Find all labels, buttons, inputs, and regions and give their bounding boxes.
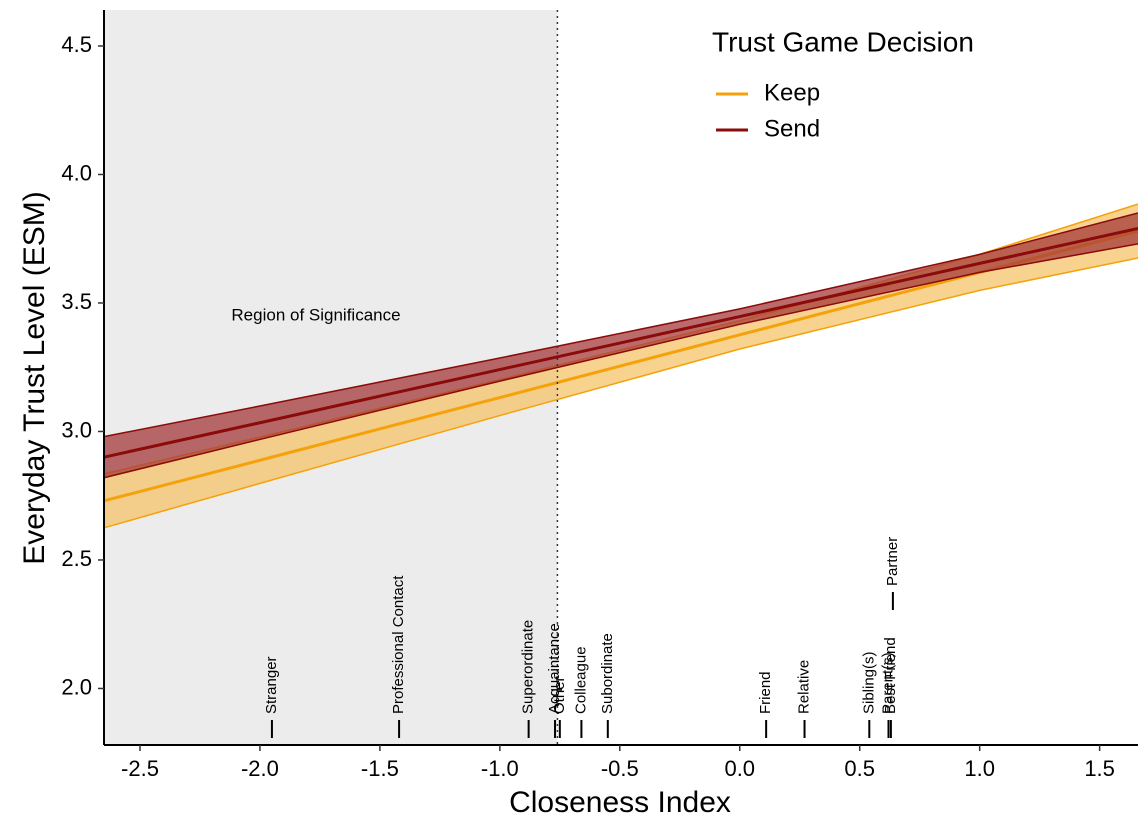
band-upper: [103, 212, 1138, 438]
y-tick-label: 3.5: [61, 289, 92, 314]
y-axis-title: Everyday Trust Level (ESM): [18, 191, 51, 564]
marker-label: Best Friend: [882, 637, 899, 714]
x-tick-label: 0.5: [844, 756, 875, 781]
x-axis-title: Closeness Index: [509, 786, 731, 819]
legend-label: Send: [764, 115, 820, 142]
x-tick-label: -2.0: [241, 756, 279, 781]
band-lower: [103, 243, 1138, 479]
band-lower: [103, 257, 1138, 529]
y-tick-label: 4.5: [61, 32, 92, 57]
x-tick-label: 1.5: [1084, 756, 1115, 781]
marker-label: Stranger: [263, 656, 280, 714]
marker-label: Sibling(s): [860, 651, 877, 714]
x-tick-label: -2.5: [121, 756, 159, 781]
y-tick-label: 3.0: [61, 417, 92, 442]
marker-label: Subordinate: [599, 633, 616, 714]
y-tick-label: 2.5: [61, 546, 92, 571]
x-tick-label: 0.0: [724, 756, 755, 781]
y-tick-label: 2.0: [61, 674, 92, 699]
x-tick-label: -0.5: [601, 756, 639, 781]
x-tick-label: -1.5: [361, 756, 399, 781]
marker-label: Parent(s): [879, 652, 896, 714]
marker-label: Relative: [795, 660, 812, 714]
y-tick-label: 4.0: [61, 160, 92, 185]
confidence-band: [104, 213, 1138, 478]
legend-title: Trust Game Decision: [712, 26, 974, 57]
region-label: Region of Significance: [231, 305, 400, 324]
marker-label: Other: [551, 676, 568, 714]
x-tick-label: 1.0: [964, 756, 995, 781]
marker-label: Friend: [757, 671, 774, 714]
line: [103, 226, 1138, 459]
marker-label: Professional Contact: [390, 575, 407, 714]
marker-label: Colleague: [572, 646, 589, 714]
marker-label: Partner: [884, 537, 901, 586]
x-tick-label: -1.0: [481, 756, 519, 781]
legend-label: Keep: [764, 79, 820, 106]
marker-label: Acquaintance: [546, 623, 563, 714]
marker-label: Superordinate: [520, 620, 537, 714]
